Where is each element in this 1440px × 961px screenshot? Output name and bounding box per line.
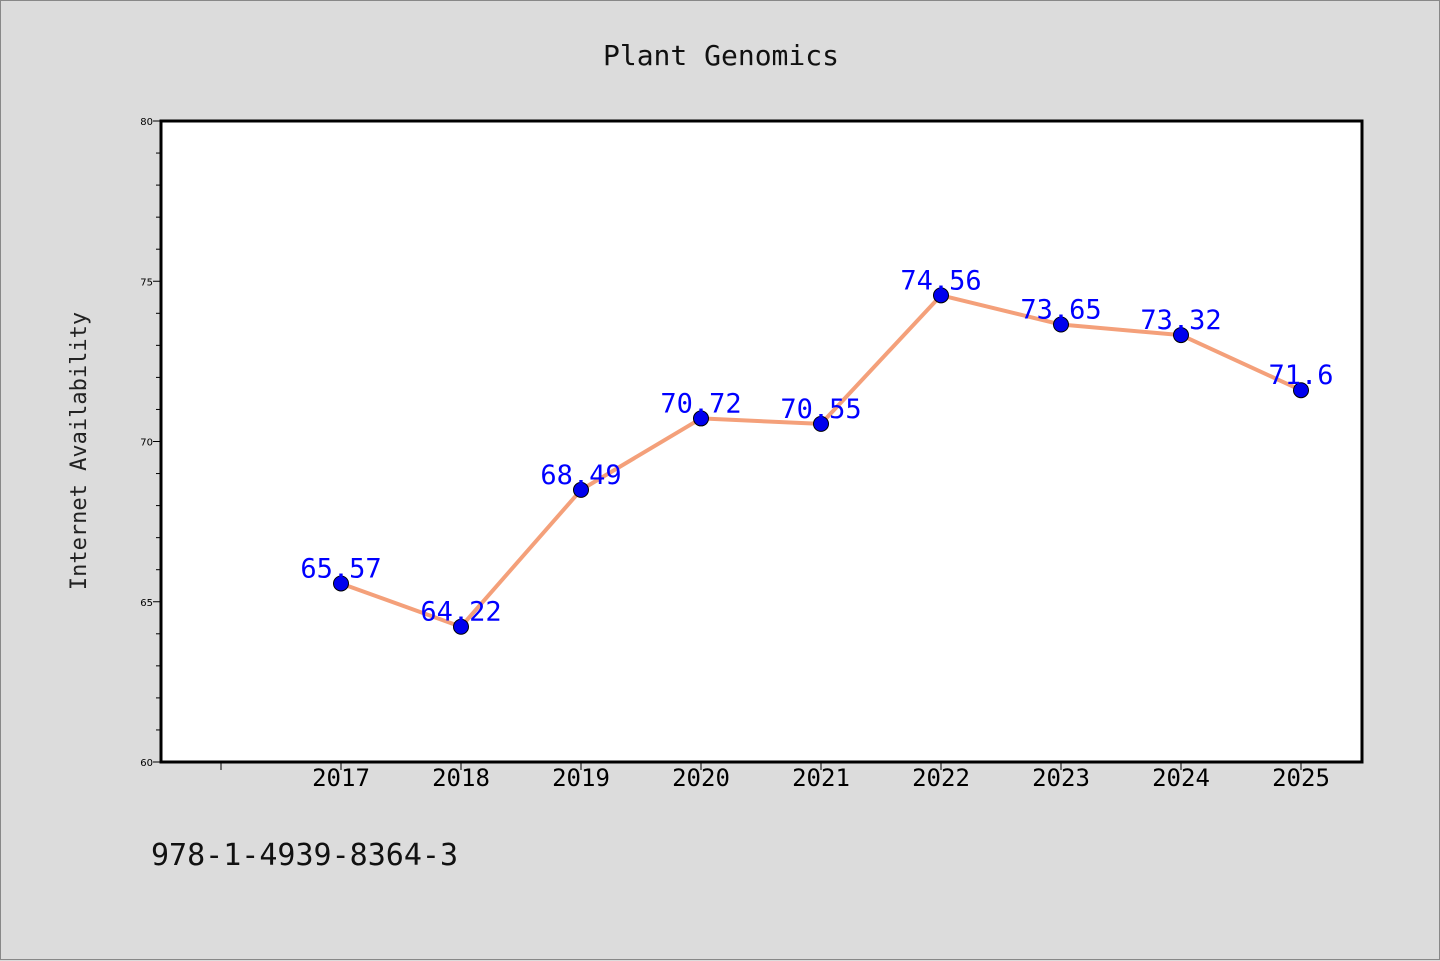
x-axis: 2017 2018 2019 2020 2021 2022 2023 2024 2025 xyxy=(220,762,1330,792)
data-point xyxy=(1053,316,1069,333)
plot-area xyxy=(159,119,1364,764)
data-label: 70.55 xyxy=(780,394,861,425)
data-point xyxy=(813,415,829,432)
data-point xyxy=(573,481,589,498)
data-point xyxy=(1293,382,1309,399)
data-label: 70.72 xyxy=(660,388,741,419)
data-point xyxy=(453,618,469,635)
data-label: 65.57 xyxy=(300,553,381,584)
data-label: 73.65 xyxy=(1020,295,1101,326)
data-label: 71.6 xyxy=(1268,360,1333,391)
data-label: 64.22 xyxy=(420,597,501,628)
data-point xyxy=(933,287,949,304)
y-tick-label: 70 xyxy=(140,438,153,449)
data-point xyxy=(1173,327,1189,344)
x-tick-label: 2025 xyxy=(1272,764,1330,792)
y-tick-label: 75 xyxy=(140,277,153,288)
x-tick-label: 2019 xyxy=(552,764,610,792)
data-point xyxy=(333,575,349,592)
data-point xyxy=(693,410,709,427)
y-tick-label: 60 xyxy=(140,758,153,769)
x-tick-label: 2024 xyxy=(1152,764,1210,792)
x-tick-label: 2021 xyxy=(792,764,850,792)
y-tick-label: 80 xyxy=(140,117,153,128)
x-tick-label: 2017 xyxy=(312,764,370,792)
chart-title: Plant Genomics xyxy=(603,39,839,72)
series-layer: 65.57 64.22 68.49 70.72 70.55 74.56 73.65 73.32… xyxy=(300,265,1334,635)
x-tick-label: 2022 xyxy=(912,764,970,792)
x-tick-label: 2020 xyxy=(672,764,730,792)
data-label: 68.49 xyxy=(540,460,621,491)
data-label: 73.32 xyxy=(1140,305,1221,336)
x-tick-label: 2018 xyxy=(432,764,490,792)
y-axis: 60 65 70 75 80 xyxy=(140,117,161,769)
isbn-label: 978-1-4939-8364-3 xyxy=(151,838,458,873)
data-label: 74.56 xyxy=(900,265,981,296)
y-tick-label: 65 xyxy=(140,598,153,609)
y-axis-label: Internet Availability xyxy=(67,312,92,590)
x-tick-label: 2023 xyxy=(1032,764,1090,792)
